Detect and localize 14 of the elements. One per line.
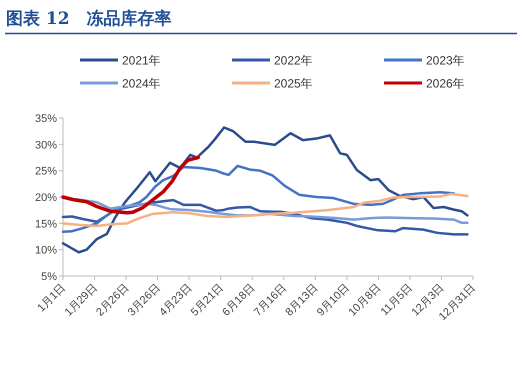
y-tick-label: 30% (34, 139, 58, 152)
legend-label: 2024年 (122, 76, 161, 90)
chart-title: 图表 12 冻品库存率 (6, 9, 172, 29)
y-tick-label: 25% (34, 166, 58, 178)
legend-label: 2023年 (426, 54, 465, 68)
y-tick-label: 15% (34, 218, 58, 230)
legend-label: 2026年 (426, 76, 465, 90)
legend-label: 2021年 (122, 54, 161, 68)
y-tick-label: 5% (41, 271, 58, 283)
y-tick-label: 35% (34, 113, 58, 125)
y-tick-label: 10% (34, 244, 58, 257)
legend-label: 2025年 (274, 76, 313, 90)
y-tick-label: 20% (34, 192, 58, 204)
legend-label: 2022年 (274, 54, 313, 68)
